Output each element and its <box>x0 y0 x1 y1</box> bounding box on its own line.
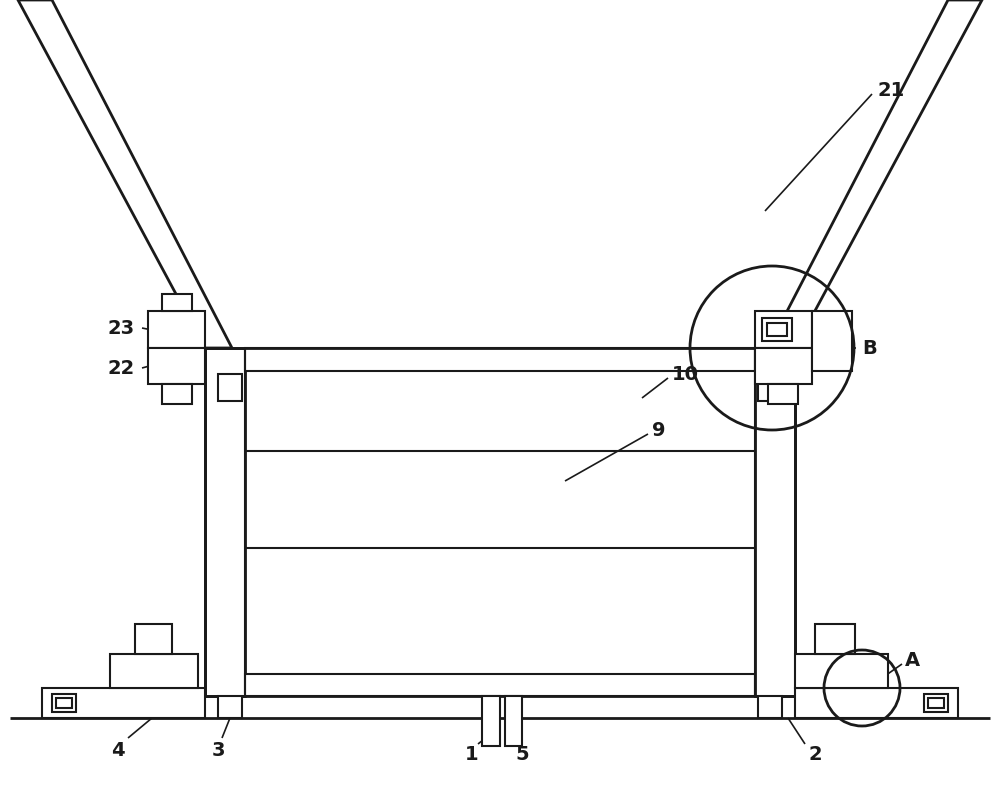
Bar <box>767 323 787 336</box>
Bar <box>795 654 888 688</box>
Bar <box>52 694 76 712</box>
Bar <box>148 311 205 348</box>
Bar <box>482 696 500 746</box>
Text: B: B <box>862 339 877 358</box>
Bar <box>795 688 958 718</box>
Polygon shape <box>18 0 232 348</box>
Text: 4: 4 <box>111 742 125 761</box>
Text: 3: 3 <box>211 742 225 761</box>
Bar <box>768 384 798 404</box>
Bar <box>924 694 948 712</box>
Bar <box>245 348 755 371</box>
Bar <box>205 348 795 696</box>
Bar <box>162 294 192 311</box>
Bar <box>755 348 812 384</box>
Bar <box>762 318 792 341</box>
Bar <box>42 688 205 718</box>
Bar <box>135 624 172 654</box>
Text: 5: 5 <box>515 745 529 763</box>
Bar <box>162 384 192 404</box>
Text: 1: 1 <box>465 745 479 763</box>
Bar <box>758 374 782 401</box>
Bar <box>205 348 245 696</box>
Text: 23: 23 <box>108 318 135 338</box>
Bar <box>218 696 242 718</box>
Bar <box>218 374 242 401</box>
Text: 10: 10 <box>672 364 699 384</box>
Polygon shape <box>768 0 982 348</box>
Bar <box>755 348 795 696</box>
Text: 2: 2 <box>808 745 822 763</box>
Text: 9: 9 <box>652 422 666 441</box>
Bar <box>148 348 205 384</box>
Bar <box>812 311 852 371</box>
Bar <box>755 311 812 348</box>
Bar <box>758 696 782 718</box>
Bar <box>505 696 522 746</box>
Bar <box>56 698 72 708</box>
Text: 22: 22 <box>108 359 135 377</box>
Text: A: A <box>905 651 920 671</box>
Bar <box>245 674 755 696</box>
Bar <box>815 624 855 654</box>
Bar <box>928 698 944 708</box>
Bar <box>110 654 198 688</box>
Text: 21: 21 <box>878 81 905 101</box>
